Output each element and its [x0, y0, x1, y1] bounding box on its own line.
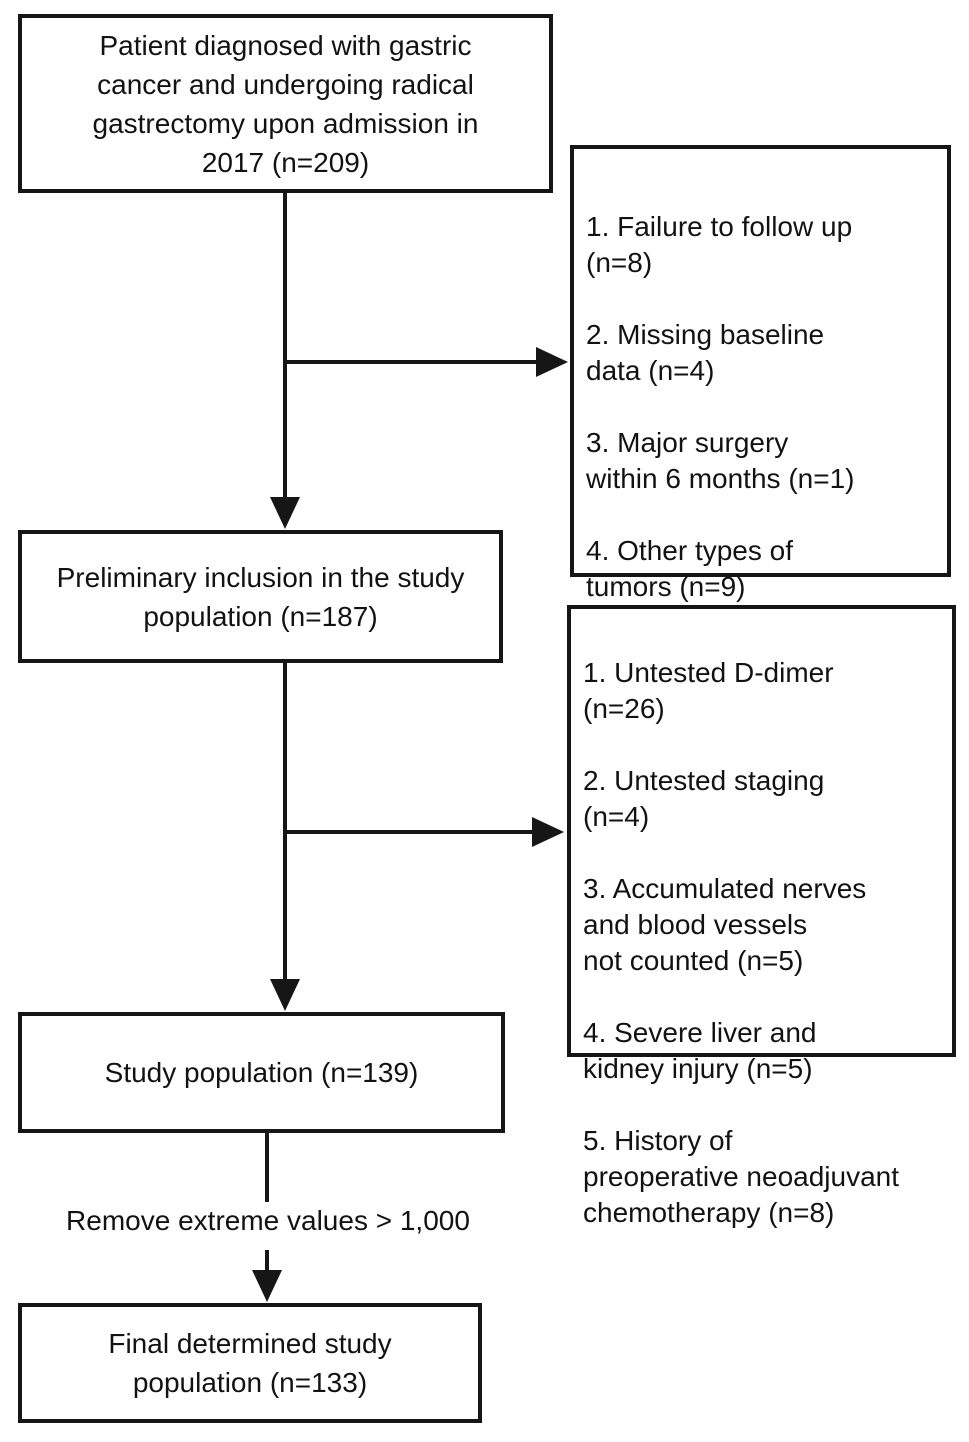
exclusion-item: 1. Untested D-dimer (n=26): [583, 657, 834, 724]
exclusion-item: 3. Major surgery within 6 months (n=1): [586, 427, 855, 494]
exclusion-item: 2. Missing baseline data (n=4): [586, 319, 825, 386]
node-preliminary-inclusion: Preliminary inclusion in the study popul…: [18, 530, 503, 663]
exclusion-item: 1. Failure to follow up (n=8): [586, 211, 853, 278]
node-study-population: Study population (n=139): [18, 1012, 505, 1133]
node-exclusion-criteria-2: 1. Untested D-dimer (n=26) 2. Untested s…: [567, 605, 956, 1228]
node-final-population: Final determined study population (n=133…: [18, 1303, 482, 1423]
exclusion-item: 4. Severe liver and kidney injury (n=5): [583, 1017, 817, 1084]
remove-extreme-values-label: Remove extreme values > 1,000: [66, 1205, 470, 1236]
exclusion-item: 3. Accumulated nerves and blood vessels …: [583, 873, 867, 976]
arrow-down-icon: [270, 979, 300, 1011]
exclusion-item: 4. Other types of tumors (n=9): [586, 535, 793, 602]
arrow-right-icon: [536, 347, 568, 377]
arrow-down-icon: [252, 1270, 282, 1302]
arrow-right-icon: [532, 817, 564, 847]
exclusion-item: 2. Untested staging (n=4): [583, 765, 825, 832]
node-exclusion-criteria-1: 1. Failure to follow up (n=8) 2. Missing…: [570, 145, 951, 710]
arrow-down-icon: [270, 497, 300, 529]
exclusion-item: 5. History of preoperative neoadjuvant c…: [583, 1125, 900, 1228]
node-initial-population: Patient diagnosed with gastric cancer an…: [18, 14, 553, 193]
